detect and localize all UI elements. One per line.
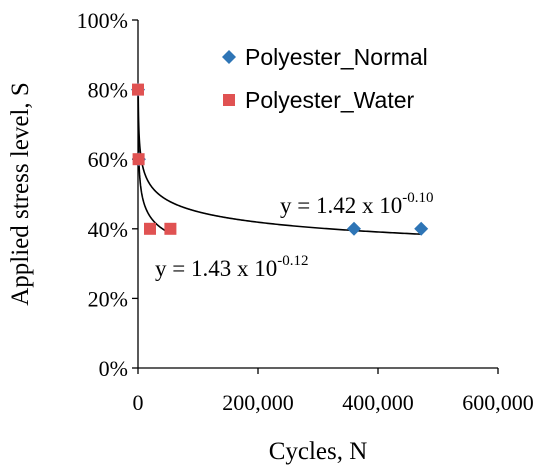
fit-annotation-water: y = 1.43 x 10-0.12 — [155, 253, 308, 281]
data-point-polyester-water — [164, 222, 177, 235]
axes — [137, 20, 498, 369]
y-tick-label: 20% — [88, 286, 128, 311]
data-point-polyester-water — [144, 222, 156, 235]
data-points — [131, 82, 429, 236]
y-tick-label: 100% — [77, 8, 128, 33]
fit-annotation-normal: y = 1.42 x 10-0.10 — [280, 190, 433, 218]
fit-annotation-normal-base: y = 1.42 x 10 — [280, 193, 402, 218]
x-tick-label: 200,000 — [222, 390, 294, 415]
legend-label-polyester-normal: Polyester_Normal — [245, 44, 428, 70]
data-point-polyester-water — [132, 153, 145, 166]
y-tick-label: 40% — [88, 217, 128, 242]
y-axis-title: Applied stress level, S — [7, 82, 34, 306]
x-tick-label: 400,000 — [342, 390, 414, 415]
data-point-polyester-water — [132, 83, 144, 96]
x-tick-label: 0 — [133, 390, 144, 415]
data-point-polyester-normal — [414, 221, 429, 236]
y-tick-label: 60% — [88, 147, 128, 172]
fit-annotation-normal-exponent: -0.10 — [402, 190, 433, 206]
y-tick-label: 0% — [99, 356, 128, 381]
y-tick-label: 80% — [88, 78, 128, 103]
legend-marker-polyester-normal — [222, 50, 236, 64]
ticks: 0% 20% 40% 60% 80% 100% 0 200,000 400,000 600,000 — [77, 8, 534, 415]
legend-marker-polyester-water — [223, 94, 235, 106]
x-tick-label: 600,000 — [462, 390, 534, 415]
fit-annotation-water-base: y = 1.43 x 10 — [155, 256, 277, 281]
data-point-polyester-normal — [347, 221, 361, 236]
fit-annotation-water-exponent: -0.12 — [277, 253, 308, 269]
x-axis-title: Cycles, N — [269, 438, 368, 465]
legend: Polyester_Normal Polyester_Water — [222, 44, 428, 113]
legend-label-polyester-water: Polyester_Water — [245, 87, 414, 113]
